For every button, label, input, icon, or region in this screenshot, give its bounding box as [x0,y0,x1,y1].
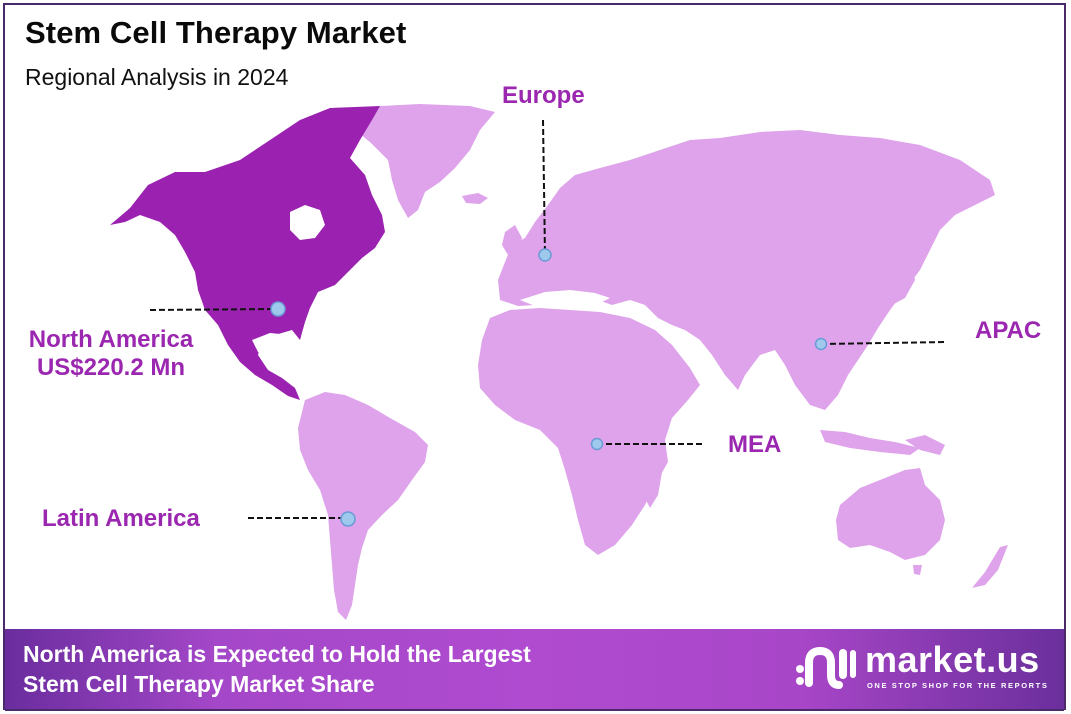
africa-shape [478,308,700,555]
banner-headline: North America is Expected to Hold the La… [23,639,531,699]
banner-line-2: Stem Cell Therapy Market Share [23,671,375,697]
eurasia-shape [498,130,995,410]
south-america-shape [298,392,428,620]
latin-america-marker [340,511,356,527]
page-title: Stem Cell Therapy Market [25,15,407,50]
banner-line-1: North America is Expected to Hold the La… [23,641,531,667]
madagascar-shape [646,470,662,508]
japan-shape [888,262,915,305]
gulf-of-mexico [252,333,295,362]
footer-banner: North America is Expected to Hold the La… [5,629,1064,711]
north-america-leader-line [149,308,279,311]
europe-leader-line [542,119,546,256]
tasmania-shape [913,565,922,575]
apac-label: APAC [975,317,1042,344]
mediterranean-sea [520,290,610,308]
north-america-value: US$220.2 Mn [36,354,186,381]
world-map [110,104,1008,620]
hudson-bay [290,205,325,240]
uk-shape [502,225,522,255]
apac-marker [814,337,828,351]
indonesia-shape [820,430,920,455]
greenland-shape [352,104,495,218]
logo-tagline: ONE STOP SHOP FOR THE REPORTS [867,681,1049,690]
apac-leader-line [820,341,948,345]
iceland-shape [462,193,488,204]
new-guinea-shape [905,435,945,455]
latin-america-label: Latin America [42,505,200,532]
mea-label: MEA [728,431,782,458]
logo-wordmark: market.us [865,639,1040,680]
north-america-label: North America US$220.2 Mn [16,326,206,382]
page-subtitle: Regional Analysis in 2024 [25,64,289,90]
north-america-shape [110,106,385,400]
north-america-marker [270,301,286,317]
europe-marker [538,248,552,262]
new-zealand-shape [972,545,1008,588]
australia-shape [836,468,945,560]
europe-label: Europe [502,82,585,109]
north-america-name: North America [28,326,194,353]
market-us-logo-icon [796,646,856,689]
market-us-logo[interactable]: market.us ONE STOP SHOP FOR THE REPORTS [793,639,1053,699]
mea-marker [590,437,604,451]
